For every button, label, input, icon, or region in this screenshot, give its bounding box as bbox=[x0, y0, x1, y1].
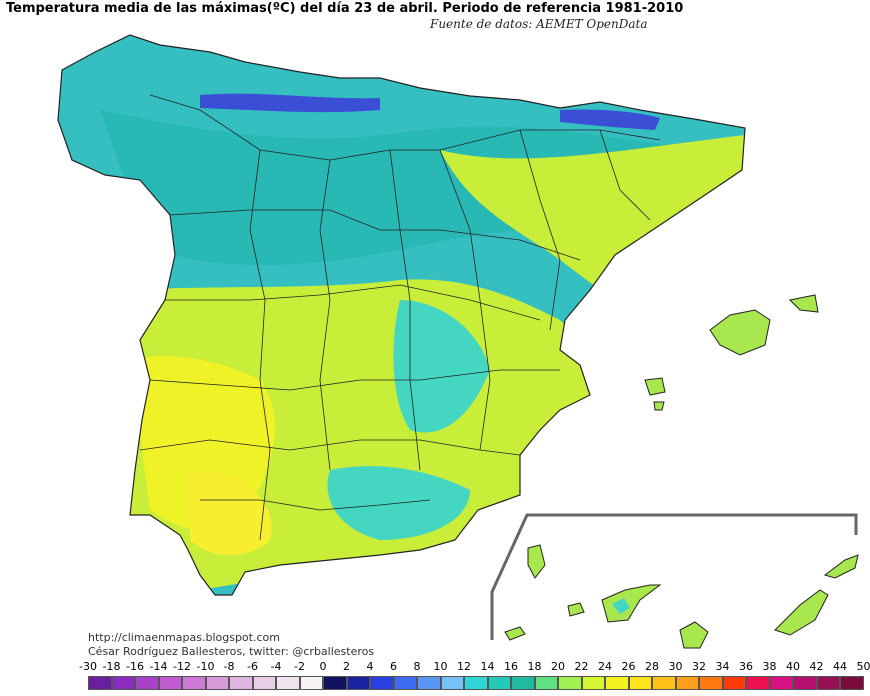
temperature-legend: -30 -18 -16 -14 -12 -10 -8 -6 -4 -2 0 2 4 6 8 10 12 14 16 1… bbox=[0, 660, 870, 696]
legend-swatch bbox=[722, 676, 746, 690]
legend-tick-label: -4 bbox=[270, 660, 282, 673]
legend-swatch bbox=[229, 676, 253, 690]
legend-swatch bbox=[111, 676, 135, 690]
legend-swatch bbox=[746, 676, 770, 690]
legend-tick-label: -6 bbox=[247, 660, 258, 673]
legend-tick-label: 38 bbox=[762, 660, 777, 673]
legend-tick-label: 32 bbox=[692, 660, 706, 673]
legend-swatch bbox=[299, 676, 323, 690]
legend-tick-label: 10 bbox=[433, 660, 448, 673]
legend-swatch bbox=[440, 676, 464, 690]
legend-swatch bbox=[675, 676, 699, 690]
temperature-map bbox=[57, 34, 859, 649]
tenerife bbox=[601, 584, 662, 623]
legend-swatch bbox=[652, 676, 676, 690]
menorca bbox=[788, 294, 819, 313]
legend-swatch bbox=[605, 676, 629, 690]
legend-tick-label: 50 bbox=[856, 660, 870, 673]
legend-tick-label: 16 bbox=[504, 660, 518, 673]
legend-swatch bbox=[487, 676, 511, 690]
fuerteventura bbox=[774, 589, 829, 636]
legend-tick-label: -8 bbox=[223, 660, 235, 673]
author-credit: César Rodríguez Ballesteros, twitter: @c… bbox=[88, 645, 375, 658]
legend-tick-label: 12 bbox=[457, 660, 471, 673]
legend-tick-label: 30 bbox=[668, 660, 683, 673]
legend-swatch bbox=[158, 676, 182, 690]
teide-zone bbox=[612, 598, 630, 614]
ebro-valley-zone bbox=[440, 135, 745, 290]
legend-tick-label: -18 bbox=[102, 660, 121, 673]
el-hierro bbox=[504, 626, 526, 641]
legend-swatch bbox=[417, 676, 441, 690]
inset-frame bbox=[490, 513, 858, 640]
legend-swatch bbox=[769, 676, 793, 690]
legend-tick-label: 4 bbox=[366, 660, 374, 673]
legend-tick-label: 44 bbox=[833, 660, 847, 673]
legend-tick-label: -12 bbox=[173, 660, 191, 673]
mallorca bbox=[709, 309, 771, 356]
legend-tick-label: 2 bbox=[343, 660, 350, 673]
pyrenees-cold-zone bbox=[560, 109, 660, 130]
legend-tick-label: 18 bbox=[527, 660, 542, 673]
la-gomera bbox=[567, 602, 585, 617]
legend-tick-label: -2 bbox=[294, 660, 305, 673]
legend-tick-label: 8 bbox=[413, 660, 421, 673]
cantabrian-cold-zone bbox=[200, 93, 380, 113]
legend-swatch bbox=[323, 676, 347, 690]
legend-swatch bbox=[88, 676, 112, 690]
legend-tick-label: -16 bbox=[126, 660, 144, 673]
legend-swatch bbox=[346, 676, 370, 690]
legend-swatch bbox=[135, 676, 159, 690]
peninsula-outline bbox=[57, 34, 746, 596]
ibiza bbox=[644, 377, 666, 396]
balearic-islands bbox=[644, 294, 819, 411]
province-borders bbox=[139, 94, 661, 541]
guadalquivir-zone bbox=[190, 470, 272, 555]
legend-tick-label: 42 bbox=[809, 660, 824, 673]
legend-tick-label: 20 bbox=[551, 660, 565, 673]
legend-swatch bbox=[370, 676, 394, 690]
legend-swatch bbox=[581, 676, 605, 690]
legend-tick-label: -30 bbox=[79, 660, 97, 673]
legend-swatch bbox=[558, 676, 582, 690]
legend-tick-label: 40 bbox=[786, 660, 800, 673]
legend-swatch bbox=[699, 676, 723, 690]
legend-tick-label: 0 bbox=[319, 660, 327, 673]
map-title: Temperatura media de las máximas(ºC) del… bbox=[6, 1, 684, 16]
legend-swatch bbox=[511, 676, 535, 690]
blog-credit: http://climaenmapas.blogspot.com bbox=[88, 631, 280, 644]
legend-tick-label: 22 bbox=[574, 660, 589, 673]
legend-swatch bbox=[252, 676, 276, 690]
iberian-range-zone bbox=[393, 300, 490, 433]
legend-swatch bbox=[182, 676, 206, 690]
gran-canaria bbox=[679, 621, 709, 649]
legend-tick-label: 26 bbox=[621, 660, 636, 673]
legend-swatch bbox=[534, 676, 558, 690]
legend-swatch bbox=[393, 676, 417, 690]
lanzarote bbox=[823, 554, 859, 579]
legend-swatch bbox=[276, 676, 300, 690]
legend-tick-label: 34 bbox=[715, 660, 730, 673]
legend-swatch bbox=[816, 676, 840, 690]
legend-tick-label: -10 bbox=[196, 660, 215, 673]
canary-islands-inset bbox=[490, 513, 859, 649]
legend-swatch bbox=[840, 676, 864, 690]
data-source: Fuente de datos: AEMET OpenData bbox=[430, 17, 648, 31]
legend-swatch bbox=[793, 676, 817, 690]
legend-swatch bbox=[628, 676, 652, 690]
la-palma bbox=[527, 544, 546, 579]
legend-tick-label: 36 bbox=[739, 660, 753, 673]
legend-tick-label: 28 bbox=[645, 660, 659, 673]
legend-tick-label: 24 bbox=[598, 660, 612, 673]
legend-swatch bbox=[464, 676, 488, 690]
legend-tick-label: -14 bbox=[149, 660, 168, 673]
legend-swatch bbox=[205, 676, 229, 690]
legend-tick-label: 6 bbox=[390, 660, 397, 673]
formentera bbox=[653, 401, 665, 411]
legend-tick-label: 14 bbox=[480, 660, 495, 673]
